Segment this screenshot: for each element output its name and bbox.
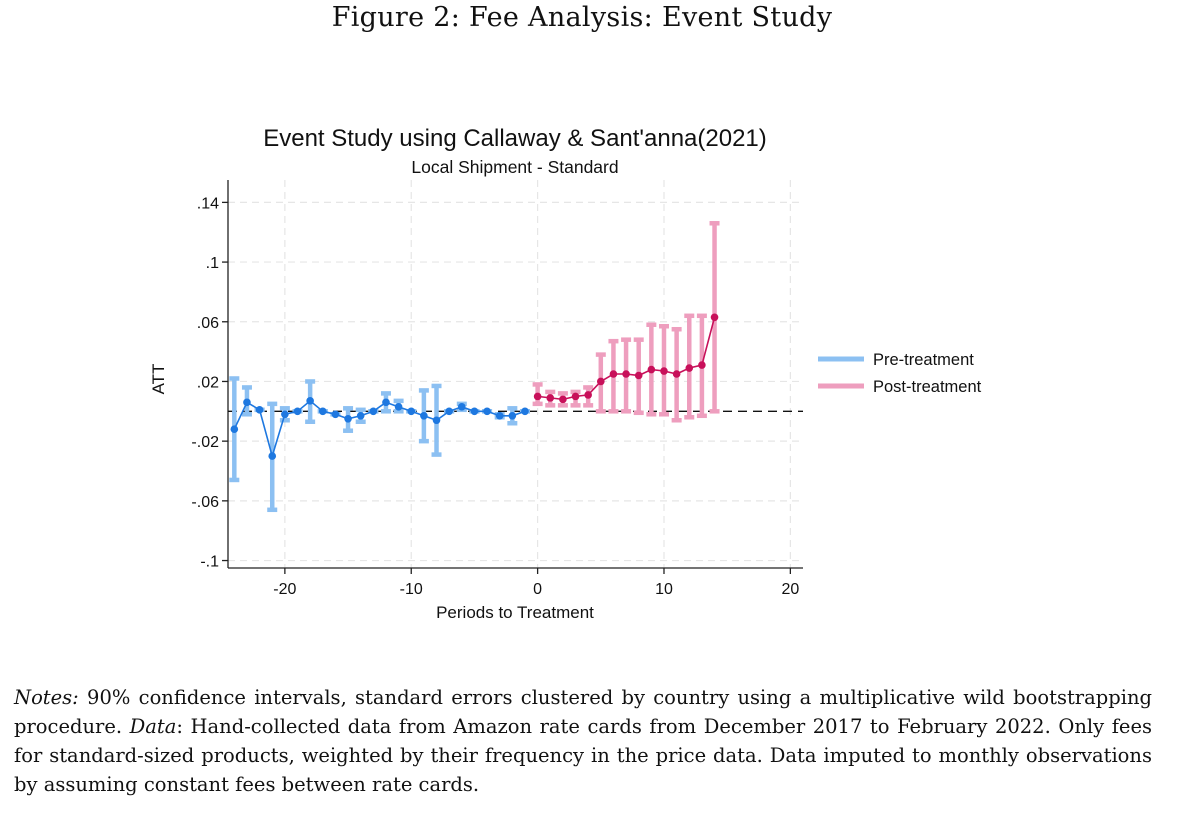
x-tick-label: -20 <box>273 581 296 598</box>
data-point <box>508 411 517 420</box>
data-point <box>559 395 567 404</box>
event-study-chart: Event Study using Callaway & Sant'anna(2… <box>149 125 982 622</box>
data-point <box>483 407 491 416</box>
y-tick-label: .1 <box>206 255 219 272</box>
data-point <box>306 397 314 405</box>
series-line <box>233 399 526 459</box>
series-marks <box>229 221 720 513</box>
data-point <box>710 313 719 322</box>
y-tick-label: .06 <box>197 315 219 332</box>
data-label: Data <box>129 715 177 738</box>
data-point <box>356 411 365 420</box>
notes-text-1: 90% confidence intervals, standard error… <box>14 686 1152 738</box>
data-point <box>432 416 441 425</box>
x-tick-label: -10 <box>400 581 423 598</box>
data-point <box>672 370 681 378</box>
data-point <box>685 364 694 372</box>
chart-subtitle: Local Shipment - Standard <box>411 157 618 177</box>
data-point <box>533 392 542 401</box>
series-post-treatment <box>532 221 720 423</box>
y-tick-label: .02 <box>197 374 219 391</box>
data-point <box>470 407 479 416</box>
data-point <box>521 407 529 416</box>
data-point <box>584 391 592 399</box>
y-axis-label: ATT <box>149 364 168 395</box>
x-tick-label: 0 <box>533 581 542 598</box>
data-point <box>394 403 403 411</box>
data-point <box>495 411 504 420</box>
figure-notes: Notes: 90% confidence intervals, standar… <box>14 683 1152 799</box>
data-point <box>281 410 289 419</box>
y-tick-label: -.06 <box>191 494 219 511</box>
data-point <box>571 392 580 401</box>
x-tick-label: 20 <box>781 581 799 598</box>
data-point <box>255 406 264 414</box>
notes-text-2: : Hand-collected data from Amazon rate c… <box>14 715 1152 796</box>
data-point <box>457 403 466 411</box>
data-point <box>597 377 605 386</box>
data-point <box>293 407 302 416</box>
data-point <box>230 425 239 434</box>
data-point <box>331 410 340 419</box>
chart-title: Event Study using Callaway & Sant'anna(2… <box>263 125 767 152</box>
y-tick-label: .14 <box>197 195 219 212</box>
notes-label: Notes: <box>14 686 79 709</box>
data-point <box>660 367 668 375</box>
data-point <box>609 370 618 378</box>
data-point <box>268 452 277 460</box>
data-point <box>445 407 453 416</box>
x-tick-label: 10 <box>655 581 673 598</box>
data-point <box>634 371 643 380</box>
data-point <box>622 370 630 378</box>
series-pre-treatment <box>229 376 530 513</box>
data-point <box>243 398 251 407</box>
data-point <box>369 407 378 416</box>
legend: Pre-treatment Post-treatment <box>818 351 982 396</box>
data-point <box>318 407 327 416</box>
axes: .14 .1 .06 .02 -.02 -.06 -.1 -20 -10 0 10 20 <box>191 180 803 598</box>
data-point <box>382 398 390 407</box>
x-axis-label: Periods to Treatment <box>436 603 594 622</box>
y-tick-label: -.1 <box>200 554 219 571</box>
data-point <box>546 394 555 402</box>
y-tick-label: -.02 <box>191 434 219 451</box>
data-point <box>344 414 352 423</box>
data-point <box>407 407 416 416</box>
data-point <box>698 361 706 369</box>
figure-caption: Figure 2: Fee Analysis: Event Study <box>331 2 833 33</box>
data-point <box>420 411 428 420</box>
legend-label-post-treatment: Post-treatment <box>873 378 982 396</box>
data-point <box>647 365 656 374</box>
legend-label-pre-treatment: Pre-treatment <box>873 351 974 369</box>
